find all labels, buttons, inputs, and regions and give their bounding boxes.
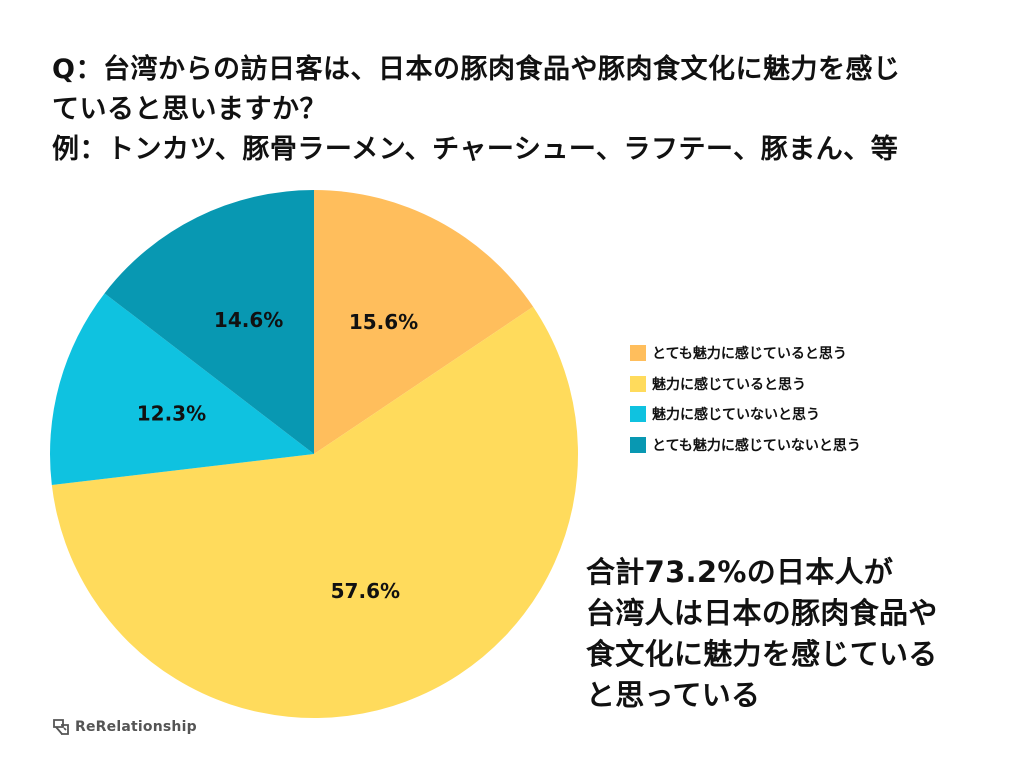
legend-swatch-very-attractive (630, 345, 646, 362)
pie-slice-not-attractive (50, 293, 315, 485)
summary-line-1: 合計73.2%の日本人が (586, 555, 894, 589)
legend-label-attractive: 魅力に感じていると思う (652, 376, 806, 393)
legend-item: 魅力に感じていると思う (630, 369, 861, 400)
legend-item: とても魅力に感じていないと思う (630, 430, 861, 461)
legend-item: とても魅力に感じていると思う (630, 338, 861, 369)
legend-label-not-attractive: 魅力に感じていないと思う (652, 407, 820, 424)
pie-slice-not-attractive-at-all (104, 190, 314, 454)
question-line-3: 例：トンカツ、豚骨ラーメン、チャーシュー、ラフテー、豚まん、等 (52, 134, 899, 165)
slice-label-not-attractive: 12.3% (137, 401, 206, 425)
summary-line-3: 食文化に魅力を感じている (586, 637, 938, 671)
legend-label-very-attractive: とても魅力に感じていると思う (652, 346, 847, 363)
slice-label-attractive: 57.6% (331, 579, 400, 603)
legend-swatch-not-attractive (630, 406, 646, 423)
question-title: Q：台湾からの訪日客は、日本の豚肉食品や豚肉食文化に魅力を感じ ていると思います… (52, 50, 982, 170)
question-line-2: ていると思いますか？ (52, 94, 327, 125)
summary-callout: 合計73.2%の日本人が 台湾人は日本の豚肉食品や 食文化に魅力を感じている と… (586, 552, 938, 716)
pie-slice-very-attractive (314, 190, 534, 454)
chart-legend: とても魅力に感じていると思う 魅力に感じていると思う 魅力に感じていないと思う … (630, 338, 861, 460)
slice-label-very-attractive: 15.6% (349, 310, 418, 334)
summary-line-4: と思っている (586, 678, 761, 712)
legend-swatch-attractive (630, 375, 646, 392)
rerelationship-logo-icon (53, 719, 69, 735)
legend-label-not-attractive-at-all: とても魅力に感じていないと思う (652, 437, 861, 454)
brand-footer: ReRelationship (52, 718, 197, 736)
pie-slice-attractive (51, 306, 578, 718)
legend-item: 魅力に感じていないと思う (630, 399, 861, 430)
brand-name: ReRelationship (75, 719, 197, 735)
slice-label-not-attractive-at-all: 14.6% (214, 308, 283, 332)
legend-swatch-not-attractive-at-all (630, 436, 646, 453)
summary-line-2: 台湾人は日本の豚肉食品や (586, 596, 938, 630)
question-line-1: Q：台湾からの訪日客は、日本の豚肉食品や豚肉食文化に魅力を感じ (52, 54, 901, 85)
